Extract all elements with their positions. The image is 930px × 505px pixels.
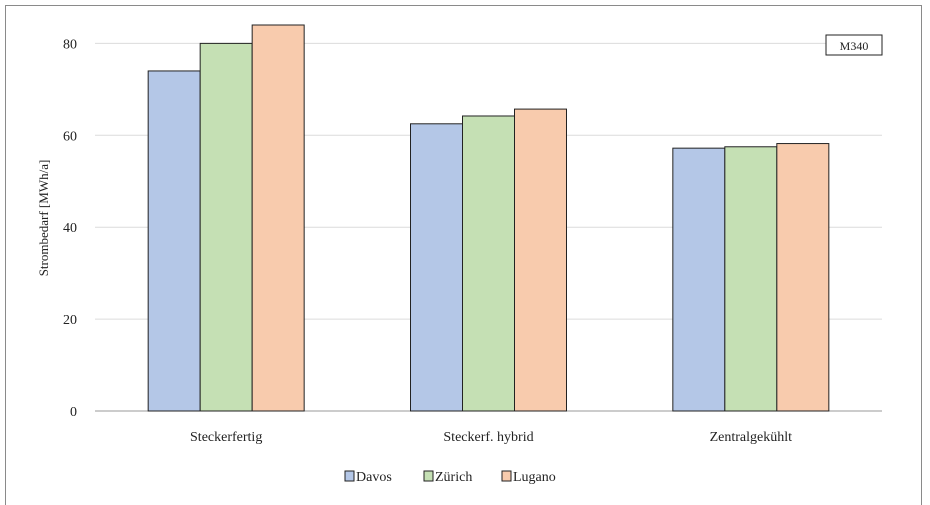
annotation-label: M340 xyxy=(840,39,869,53)
y-tick-label: 0 xyxy=(70,405,77,420)
y-tick-label: 80 xyxy=(63,37,77,52)
y-tick-label: 60 xyxy=(63,129,77,144)
legend-label: Lugano xyxy=(513,470,556,485)
legend-label: Zürich xyxy=(435,470,472,485)
y-tick-labels: 0 20 40 60 80 xyxy=(63,37,77,420)
bar-lugano-1 xyxy=(514,108,567,412)
bar-lugano-2 xyxy=(776,143,830,412)
y-tick-label: 40 xyxy=(63,221,77,236)
y-tick-label: 20 xyxy=(63,313,77,328)
bar-davos-1 xyxy=(410,123,463,412)
legend: Davos Zürich Lugano xyxy=(344,470,556,485)
category-label: Steckerfertig xyxy=(190,430,262,445)
legend-label: Davos xyxy=(356,470,392,485)
bar-davos-0 xyxy=(147,70,201,412)
bar-z-rich-2 xyxy=(724,146,778,412)
bar-lugano-0 xyxy=(251,24,305,412)
legend-swatch xyxy=(344,470,355,482)
bar-davos-2 xyxy=(672,147,726,412)
bar-z-rich-1 xyxy=(462,115,515,412)
y-axis-title: Strombedarf [MWh/a] xyxy=(36,160,51,277)
legend-swatch xyxy=(501,470,512,482)
category-label: Steckerf. hybrid xyxy=(443,430,533,445)
legend-swatch xyxy=(423,470,434,482)
bar-z-rich-0 xyxy=(199,42,253,412)
category-labels: Steckerfertig Steckerf. hybrid Zentralgekü… xyxy=(190,430,792,445)
category-label: Zentralgekühlt xyxy=(710,430,793,445)
annotation-box: M340 xyxy=(825,34,883,56)
bars xyxy=(147,24,830,412)
